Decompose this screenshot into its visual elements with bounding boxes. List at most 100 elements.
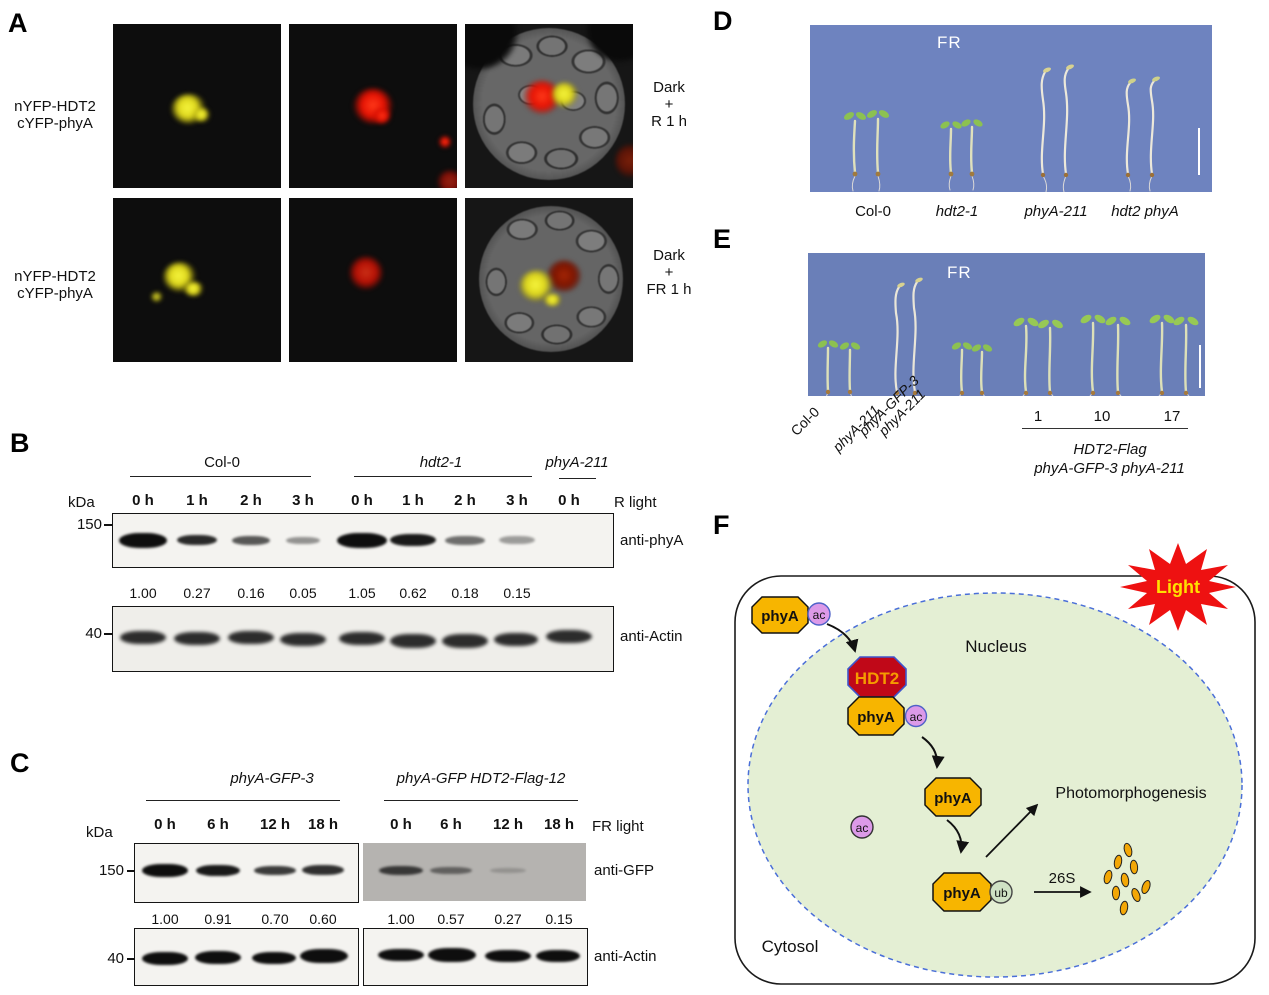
group-overline: [146, 800, 340, 801]
quantification-value: 0.70: [261, 911, 289, 927]
time-label: 0 h: [154, 816, 176, 833]
kda-label: kDa: [86, 824, 113, 841]
genotype-group-label: Col-0: [204, 454, 240, 471]
condition-line: Dark: [653, 79, 685, 96]
acetyl-label: ac: [813, 608, 826, 622]
panel-e-label: E: [713, 224, 732, 254]
degradation-fragments: [1103, 842, 1151, 916]
condition-line: FR 1 h: [646, 281, 692, 298]
construct-line: nYFP-HDT2: [14, 268, 96, 285]
quantification-value: 0.18: [451, 585, 479, 601]
quantification-value: 0.62: [399, 585, 427, 601]
quantification-value: 1.00: [387, 911, 415, 927]
arrow: [946, 819, 970, 854]
light-condition-label: R light: [614, 494, 657, 511]
genotype-label: Col-0: [855, 203, 891, 220]
time-label: 0 h: [558, 492, 580, 509]
time-label: 2 h: [240, 492, 262, 509]
acetyl-badge: [807, 602, 831, 626]
genotype-label: hdt2-1: [935, 203, 979, 220]
merge-image-r: [465, 24, 633, 188]
merge-image-fr: [465, 198, 633, 362]
light-burst-icon: [1120, 543, 1236, 631]
condition-line: +: [664, 96, 674, 113]
panel-b-label: B: [10, 428, 30, 458]
time-label: 1 h: [402, 492, 424, 509]
quantification-value: 0.15: [545, 911, 573, 927]
seedlings-e: [817, 277, 1199, 396]
phya-label: phyA: [943, 885, 981, 902]
condition-label-r: Dark + R 1 h: [636, 79, 702, 130]
genotype-group-label: phyA-GFP HDT2-Flag-12: [396, 770, 566, 787]
nucleus-label: Nucleus: [965, 637, 1026, 656]
panel-f-label: F: [713, 510, 730, 540]
construct-label-row1: nYFP-HDT2 cYFP-phyA: [2, 98, 108, 132]
confocal-image-yfp-r: [113, 24, 281, 188]
genotype-label: hdt2 phyA: [1111, 203, 1179, 220]
time-label: 3 h: [506, 492, 528, 509]
acetyl-badge: [850, 815, 874, 839]
quantification-value: 0.15: [503, 585, 531, 601]
construct-line: nYFP-HDT2: [14, 98, 96, 115]
quantification-value: 0.60: [309, 911, 337, 927]
group-overline: [130, 476, 311, 477]
group-overline: [559, 478, 596, 479]
phya-octagon: [924, 777, 982, 817]
acetyl-label: ac: [910, 710, 923, 724]
genotype-group-label: hdt2-1: [419, 454, 463, 471]
hdt2-label: HDT2: [855, 669, 899, 688]
light-label: Light: [1156, 577, 1200, 597]
model-diagram: Nucleus Cytosol phyA ac HDT2 phyA ac phy…: [734, 543, 1256, 985]
time-label: 2 h: [454, 492, 476, 509]
transgene-label: HDT2-Flag: [1073, 441, 1147, 458]
construct-line: cYFP-phyA: [17, 115, 93, 132]
antibody-label: anti-Actin: [620, 628, 683, 645]
time-label: 18 h: [307, 816, 338, 833]
transgene-label: phyA-GFP-3 phyA-211: [1034, 460, 1185, 477]
marker-tick: [104, 524, 113, 526]
quantification-value: 0.27: [183, 585, 211, 601]
line-number: 17: [1163, 408, 1181, 425]
quantification-value: 0.27: [494, 911, 522, 927]
group-overline: [384, 800, 578, 801]
seedling-photo-e: FR: [808, 253, 1205, 396]
condition-line: R 1 h: [651, 113, 687, 130]
acetyl-label: ac: [856, 821, 869, 835]
group-overline: [354, 476, 532, 477]
photomorphogenesis-label: Photomorphogenesis: [1055, 785, 1206, 802]
phya-label: phyA: [761, 608, 799, 625]
panel-d-label: D: [713, 6, 733, 36]
condition-label-fr: Dark + FR 1 h: [636, 247, 702, 298]
phya-octagon: [847, 696, 905, 736]
time-label: 12 h: [259, 816, 290, 833]
confocal-image-yfp-fr: [113, 198, 281, 362]
condition-line: +: [664, 264, 674, 281]
construct-line: cYFP-phyA: [17, 285, 93, 302]
line-number: 1: [1033, 408, 1043, 425]
genotype-label: phyA-211: [1024, 203, 1088, 220]
antibody-label: anti-GFP: [594, 862, 655, 879]
scale-bar: [1198, 128, 1201, 175]
light-condition-label: FR light: [592, 818, 644, 835]
time-label: 3 h: [292, 492, 314, 509]
phya-octagon: [932, 872, 992, 912]
time-label: 6 h: [440, 816, 462, 833]
antibody-label: anti-phyA: [620, 532, 684, 549]
marker-tick: [104, 633, 113, 635]
genotype-label-rotated: Col-0: [787, 403, 823, 439]
quantification-value: 0.05: [289, 585, 317, 601]
phya-label: phyA: [857, 709, 895, 726]
time-label: 12 h: [492, 816, 523, 833]
genotype-group-label: phyA-211: [545, 454, 609, 471]
quantification-value: 1.00: [151, 911, 179, 927]
mw-marker: 150: [76, 516, 102, 533]
antibody-label: anti-Actin: [594, 948, 657, 965]
mw-marker: 40: [107, 950, 124, 967]
condition-line: Dark: [653, 247, 685, 264]
arrow: [826, 623, 859, 653]
line-number: 10: [1093, 408, 1111, 425]
seedling-photo-d: FR: [810, 25, 1212, 192]
time-label: 0 h: [132, 492, 154, 509]
time-label: 0 h: [351, 492, 373, 509]
